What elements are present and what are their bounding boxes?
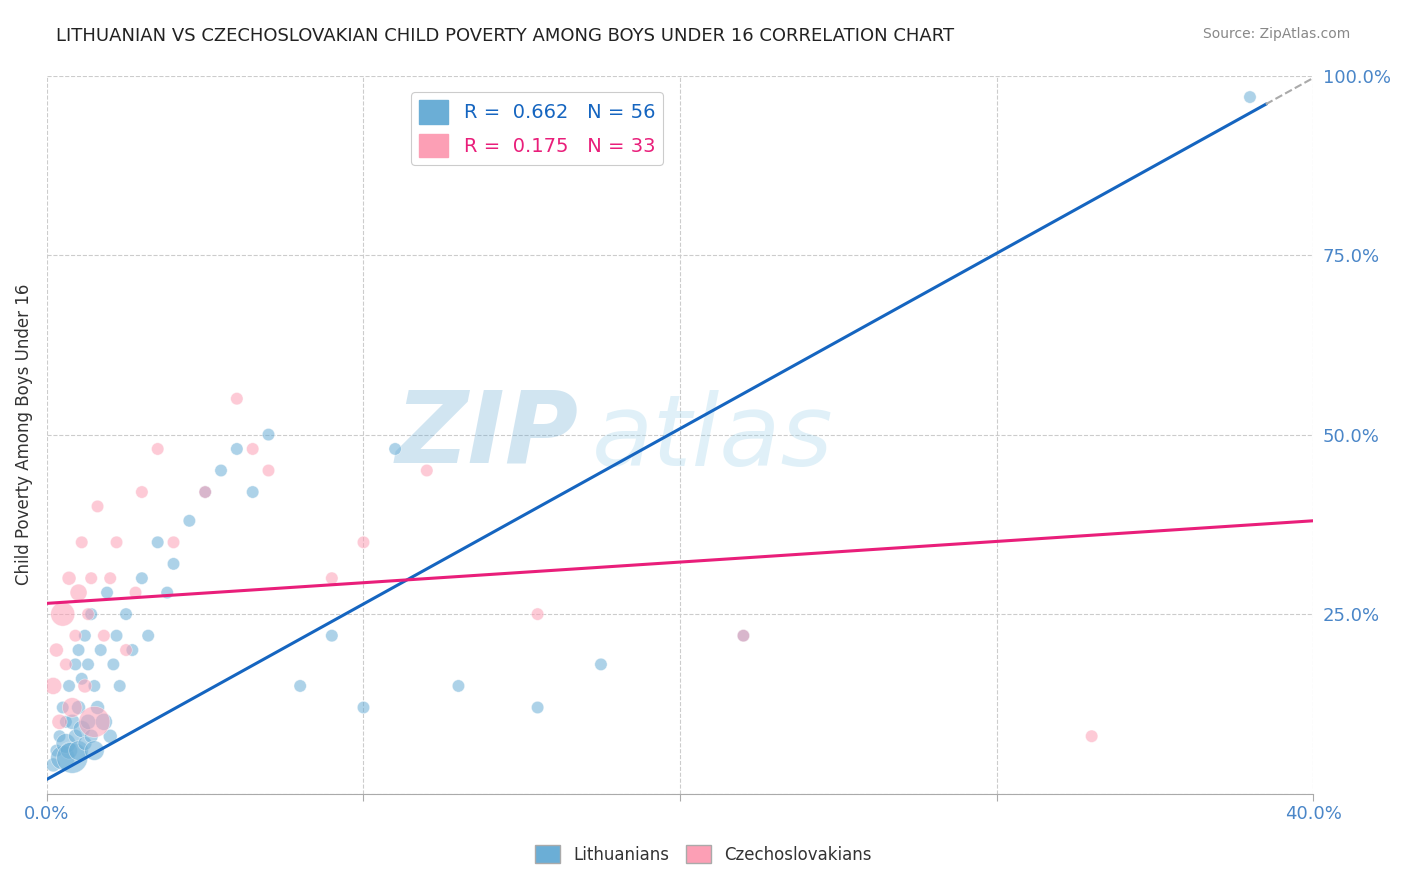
- Point: [733, 629, 755, 643]
- Point: [48, 729, 70, 743]
- Point: [194, 485, 217, 500]
- Point: [225, 442, 247, 456]
- Point: [48, 714, 70, 729]
- Point: [45, 643, 67, 657]
- Point: [55, 714, 77, 729]
- Point: [65, 629, 87, 643]
- Point: [60, 714, 83, 729]
- Point: [136, 629, 159, 643]
- Point: [93, 714, 115, 729]
- Text: Source: ZipAtlas.com: Source: ZipAtlas.com: [1202, 27, 1350, 41]
- Point: [73, 629, 96, 643]
- Point: [70, 535, 93, 549]
- Point: [384, 442, 406, 456]
- Point: [55, 657, 77, 672]
- Point: [83, 743, 105, 757]
- Point: [105, 629, 128, 643]
- Point: [65, 729, 87, 743]
- Point: [67, 585, 90, 599]
- Point: [179, 514, 201, 528]
- Point: [288, 679, 311, 693]
- Point: [58, 571, 80, 585]
- Text: atlas: atlas: [592, 390, 834, 487]
- Point: [67, 700, 90, 714]
- Point: [146, 535, 169, 549]
- Point: [131, 571, 153, 585]
- Point: [1080, 729, 1102, 743]
- Point: [1239, 90, 1261, 104]
- Text: ZIP: ZIP: [395, 386, 579, 483]
- Point: [70, 672, 93, 686]
- Point: [67, 743, 90, 757]
- Point: [146, 442, 169, 456]
- Point: [526, 607, 548, 621]
- Point: [52, 751, 75, 765]
- Point: [93, 629, 115, 643]
- Point: [58, 679, 80, 693]
- Point: [209, 463, 232, 477]
- Point: [42, 758, 65, 772]
- Point: [77, 607, 100, 621]
- Point: [131, 485, 153, 500]
- Point: [77, 657, 100, 672]
- Point: [162, 535, 184, 549]
- Point: [242, 442, 264, 456]
- Point: [526, 700, 548, 714]
- Point: [80, 729, 103, 743]
- Point: [73, 736, 96, 750]
- Point: [80, 607, 103, 621]
- Point: [589, 657, 612, 672]
- Point: [124, 585, 146, 599]
- Point: [257, 427, 280, 442]
- Point: [242, 485, 264, 500]
- Legend: R =  0.662   N = 56, R =  0.175   N = 33: R = 0.662 N = 56, R = 0.175 N = 33: [411, 93, 664, 165]
- Point: [733, 629, 755, 643]
- Point: [105, 535, 128, 549]
- Point: [86, 700, 108, 714]
- Point: [52, 607, 75, 621]
- Point: [58, 743, 80, 757]
- Point: [45, 743, 67, 757]
- Point: [156, 585, 179, 599]
- Point: [353, 535, 375, 549]
- Point: [73, 679, 96, 693]
- Point: [98, 729, 121, 743]
- Point: [257, 463, 280, 477]
- Point: [162, 557, 184, 571]
- Text: LITHUANIAN VS CZECHOSLOVAKIAN CHILD POVERTY AMONG BOYS UNDER 16 CORRELATION CHAR: LITHUANIAN VS CZECHOSLOVAKIAN CHILD POVE…: [56, 27, 955, 45]
- Point: [70, 722, 93, 736]
- Point: [225, 392, 247, 406]
- Legend: Lithuanians, Czechoslovakians: Lithuanians, Czechoslovakians: [527, 838, 879, 871]
- Point: [90, 643, 112, 657]
- Point: [98, 571, 121, 585]
- Point: [77, 714, 100, 729]
- Point: [321, 629, 343, 643]
- Point: [67, 643, 90, 657]
- Point: [103, 657, 125, 672]
- Point: [80, 571, 103, 585]
- Point: [321, 571, 343, 585]
- Point: [83, 714, 105, 729]
- Point: [194, 485, 217, 500]
- Point: [121, 643, 143, 657]
- Point: [60, 751, 83, 765]
- Point: [86, 500, 108, 514]
- Point: [96, 585, 118, 599]
- Point: [60, 700, 83, 714]
- Point: [416, 463, 439, 477]
- Point: [115, 643, 138, 657]
- Point: [55, 736, 77, 750]
- Point: [115, 607, 138, 621]
- Point: [42, 679, 65, 693]
- Point: [83, 679, 105, 693]
- Point: [353, 700, 375, 714]
- Y-axis label: Child Poverty Among Boys Under 16: Child Poverty Among Boys Under 16: [15, 284, 32, 585]
- Point: [65, 657, 87, 672]
- Point: [108, 679, 131, 693]
- Point: [447, 679, 470, 693]
- Point: [52, 700, 75, 714]
